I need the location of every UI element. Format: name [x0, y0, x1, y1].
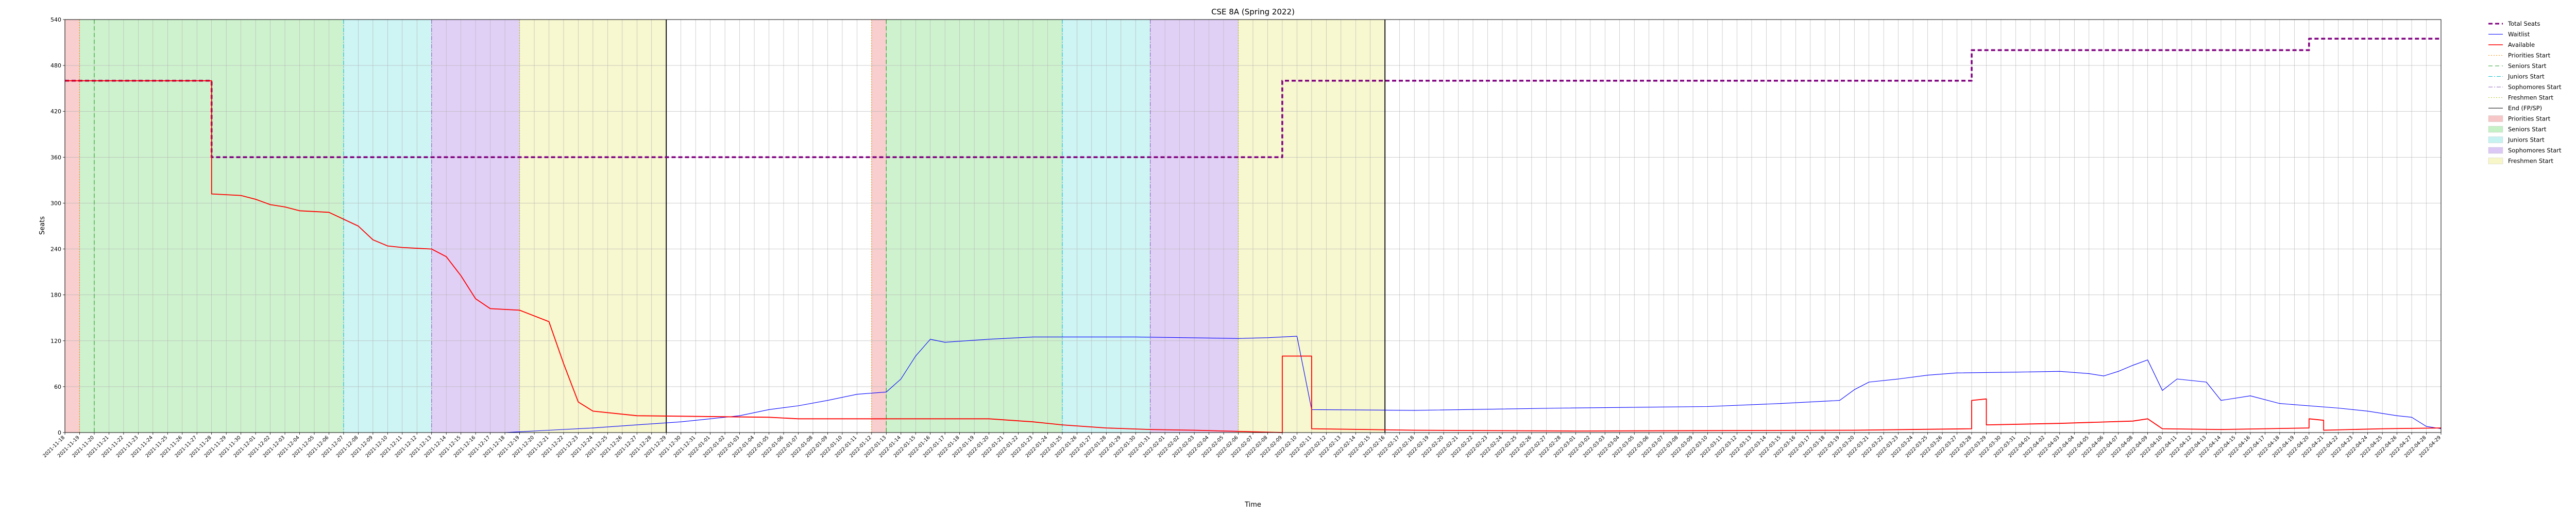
y-tick-label-7: 420	[50, 108, 61, 115]
span-0	[65, 20, 80, 433]
x-axis-label: Time	[1244, 501, 1261, 509]
legend-label-1: Waitlist	[2508, 31, 2530, 38]
legend-label-9: Priorities Start	[2508, 115, 2551, 123]
series-line-2	[65, 80, 2442, 433]
y-tick-label-0: 0	[58, 429, 61, 436]
y-ticks: 0 60 120 180 240 300 360 420 480 540	[50, 16, 65, 436]
legend-label-11: Juniors Start	[2507, 136, 2545, 144]
chart-title: CSE 8A (Spring 2022)	[1211, 7, 1295, 16]
legend-label-3: Priorities Start	[2508, 52, 2551, 59]
series-lines	[65, 38, 2442, 433]
legend-label-8: End (FP/SP)	[2508, 105, 2542, 112]
legend-label-10: Seniors Start	[2508, 126, 2547, 133]
y-tick-label-6: 360	[50, 154, 61, 161]
y-axis-label: Seats	[39, 216, 46, 235]
legend-label-12: Sophomores Start	[2508, 147, 2562, 154]
legend: Total Seats Waitlist Available Priorities S…	[2488, 20, 2562, 165]
legend-label-7: Freshmen Start	[2508, 94, 2553, 101]
span-5	[871, 20, 887, 433]
phase-lines	[79, 20, 1386, 433]
series-line-1	[65, 336, 2442, 433]
y-tick-label-2: 120	[50, 338, 61, 344]
y-tick-label-3: 180	[50, 292, 61, 299]
legend-label-5: Juniors Start	[2507, 73, 2545, 80]
legend-swatch-10	[2488, 126, 2503, 133]
x-ticks: 2021-11-182021-11-192021-11-202021-11-21…	[42, 433, 2442, 459]
y-tick-label-5: 300	[50, 200, 61, 206]
legend-label-13: Freshmen Start	[2508, 158, 2553, 165]
y-tick-label-4: 240	[50, 246, 61, 253]
grid	[64, 19, 2442, 433]
legend-swatch-12	[2488, 147, 2503, 154]
legend-label-6: Sophomores Start	[2508, 83, 2562, 91]
legend-label-0: Total Seats	[2507, 20, 2540, 27]
legend-label-4: Seniors Start	[2508, 62, 2547, 70]
legend-label-2: Available	[2508, 41, 2535, 48]
legend-swatch-9	[2488, 115, 2503, 122]
y-tick-label-1: 60	[54, 384, 61, 390]
y-tick-label-9: 540	[50, 16, 61, 23]
legend-swatch-13	[2488, 158, 2503, 164]
y-tick-label-8: 480	[50, 62, 61, 69]
legend-swatch-11	[2488, 136, 2503, 143]
